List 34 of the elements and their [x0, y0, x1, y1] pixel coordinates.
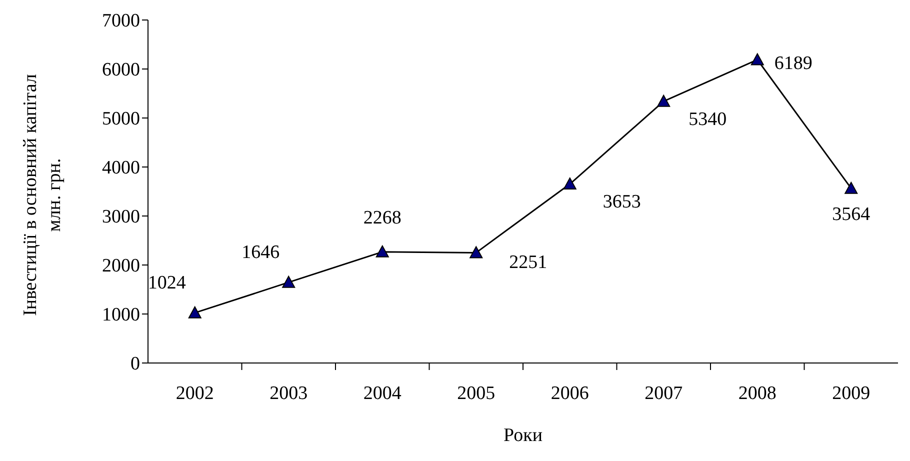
y-tick-label: 5000: [102, 108, 140, 130]
y-axis-title: Інвестиції в основний капітал млн. грн.: [19, 74, 66, 316]
y-tick-label: 7000: [102, 10, 140, 32]
x-tick-label: 2006: [550, 383, 589, 404]
point: [657, 94, 670, 107]
point: [282, 276, 296, 288]
data-label: 3653: [602, 192, 641, 213]
data-label: 2251: [509, 252, 548, 274]
data-label: 2268: [363, 207, 402, 228]
y-tick-label: 2000: [102, 256, 140, 277]
x-tick-label: 2003: [270, 383, 308, 404]
x-tick-label: 2007: [644, 383, 683, 404]
x-tick-label: 2009: [832, 383, 870, 404]
y-tick-label: 1000: [102, 304, 140, 326]
point: [470, 246, 483, 258]
y-tick-label: 4000: [102, 158, 140, 179]
data-label: 6189: [774, 53, 812, 74]
x-tick-label: 2004: [363, 383, 402, 404]
x-tick-label: 2005: [457, 383, 496, 404]
data-label: 1024: [148, 272, 186, 294]
y-tick-label: 0: [130, 354, 140, 375]
y-tick-label: 3000: [102, 206, 140, 228]
x-tick-label: 2008: [738, 383, 776, 404]
point: [188, 306, 202, 318]
point: [750, 53, 764, 66]
data-label: 3564: [832, 204, 871, 225]
point: [844, 182, 858, 194]
data-label: 5340: [688, 108, 727, 130]
point: [563, 178, 576, 190]
point: [376, 245, 389, 258]
y-tick-label: 6000: [102, 60, 140, 81]
data-label: 1646: [242, 242, 280, 263]
x-axis-title: Роки: [504, 425, 542, 446]
x-tick-label: 2002: [176, 383, 214, 404]
